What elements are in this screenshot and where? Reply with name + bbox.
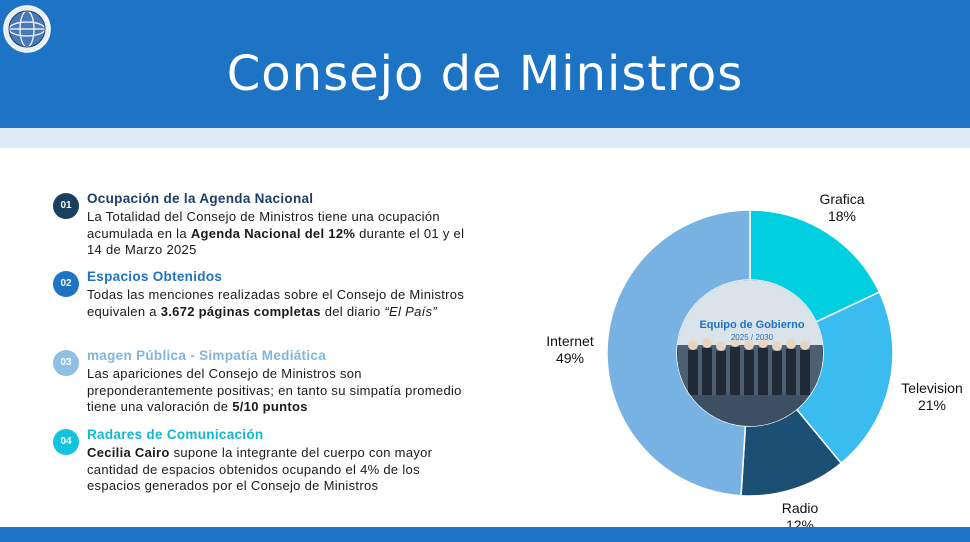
item-description: Todas las menciones realizadas sobre el … [87,287,465,319]
list-item: 04 Radares de Comunicación Cecilia Cairo… [53,427,473,499]
number-badge: 02 [53,271,79,297]
item-title: Radares de Comunicación [87,427,264,442]
list-item: 02 Espacios Obtenidos Todas las mencione… [53,269,473,341]
footer-bar [0,527,970,542]
number-badge: 03 [53,350,79,376]
slice-label-radio: Radio [782,500,819,516]
page-title: Consejo de Ministros [226,46,744,102]
item-description: La Totalidad del Consejo de Ministros ti… [87,209,465,257]
donut-labels: Grafica18%Television21%Radio12%Internet4… [546,191,962,533]
number-badge: 04 [53,429,79,455]
slice-label-television: Television [901,380,962,396]
item-description: Las apariciones del Consejo de Ministros… [87,366,462,414]
slice-value-grafica: 18% [828,208,856,224]
list-item: 01 Ocupación de la Agenda Nacional La To… [53,191,473,263]
header-banner [0,0,970,128]
list-item: 03 magen Pública - Simpatía Mediática La… [53,348,473,420]
center-banner-subtext: 2025 / 2030 [731,333,774,342]
item-title: Espacios Obtenidos [87,269,223,284]
slice-value-television: 21% [918,397,946,413]
number-badge: 01 [53,193,79,219]
center-banner-text: Equipo de Gobierno [699,319,804,331]
slice-value-internet: 49% [556,350,584,366]
slice-label-internet: Internet [546,333,594,349]
item-description: Cecilia Cairo supone la integrante del c… [87,445,433,493]
item-title: magen Pública - Simpatía Mediática [87,348,327,363]
globe-seal-icon [3,5,51,53]
donut-slices [606,209,894,497]
header-divider [0,128,970,148]
slice-label-grafica: Grafica [819,191,864,207]
media-share-donut-chart: Equipo de Gobierno 2025 / 2030 Grafica18… [546,191,962,533]
item-title: Ocupación de la Agenda Nacional [87,191,314,206]
